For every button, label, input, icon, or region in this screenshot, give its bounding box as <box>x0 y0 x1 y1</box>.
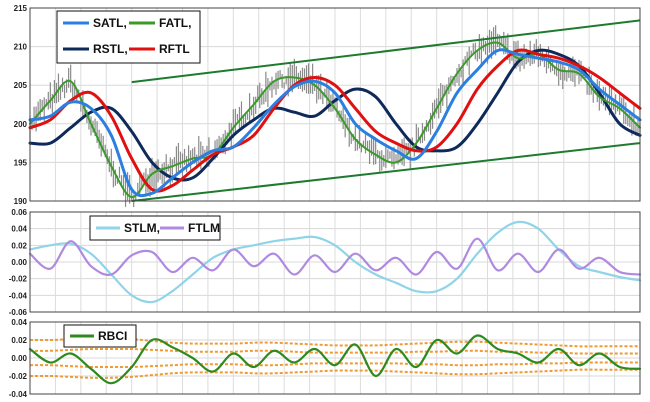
panel-frame <box>29 211 641 313</box>
legend-label-satl: SATL, <box>93 16 127 30</box>
legend-label-stlm: STLM, <box>124 221 160 235</box>
legend-label-rstl: RSTL, <box>93 42 128 56</box>
y-tick-label: 190 <box>14 197 28 206</box>
panel-frames <box>29 7 641 395</box>
y-tick-label: -0.04 <box>9 390 28 399</box>
legend-price: SATL, FATL, RSTL, RFTL <box>56 10 201 64</box>
legend-label-fatl: FATL, <box>159 16 191 30</box>
y-tick-label: 200 <box>14 120 28 129</box>
series-line-rftl <box>28 48 642 193</box>
trend-channel-lower <box>131 142 641 202</box>
plot-area <box>28 19 642 385</box>
band-lower-outer <box>29 368 640 379</box>
y-tick-label: -0.06 <box>9 308 28 317</box>
legend-label-rftl: RFTL <box>159 42 190 56</box>
y-tick-label: 0.00 <box>11 258 27 267</box>
y-tick-label: 0.06 <box>11 208 27 217</box>
y-tick-label: -0.04 <box>9 291 28 300</box>
y-tick-label: -0.02 <box>9 372 28 381</box>
y-axis-ticks: 190 195 200 205 210 215 -0.06 -0.04 -0.02 0.00 0.0… <box>9 4 28 399</box>
y-tick-label: 195 <box>14 158 28 167</box>
series-line-satl <box>28 48 642 198</box>
y-tick-label: 0.02 <box>11 241 27 250</box>
panel-frame <box>29 7 641 202</box>
y-tick-label: -0.02 <box>9 275 28 284</box>
y-tick-label: 0.04 <box>11 225 27 234</box>
legend-momentum: STLM, FTLM <box>89 215 221 241</box>
y-tick-label: 215 <box>14 4 28 13</box>
band-upper-inner <box>29 347 640 355</box>
legend-cycle: RBCI <box>63 324 137 348</box>
series-line-stlm <box>28 220 642 304</box>
series-line-rstl <box>28 48 642 182</box>
y-tick-label: 205 <box>14 81 28 90</box>
trend-channel-upper <box>131 19 641 84</box>
y-tick-label: 0.04 <box>11 318 27 327</box>
y-tick-label: 0.02 <box>11 336 27 345</box>
legend-label-ftlm: FTLM <box>188 221 220 235</box>
legend-label-rbci: RBCI <box>98 329 127 343</box>
y-tick-label: 210 <box>14 43 28 52</box>
panel-frame <box>29 321 641 395</box>
series-line-rbci <box>28 334 642 385</box>
series-line-ftlm <box>28 237 642 276</box>
y-tick-label: 0.00 <box>11 354 27 363</box>
